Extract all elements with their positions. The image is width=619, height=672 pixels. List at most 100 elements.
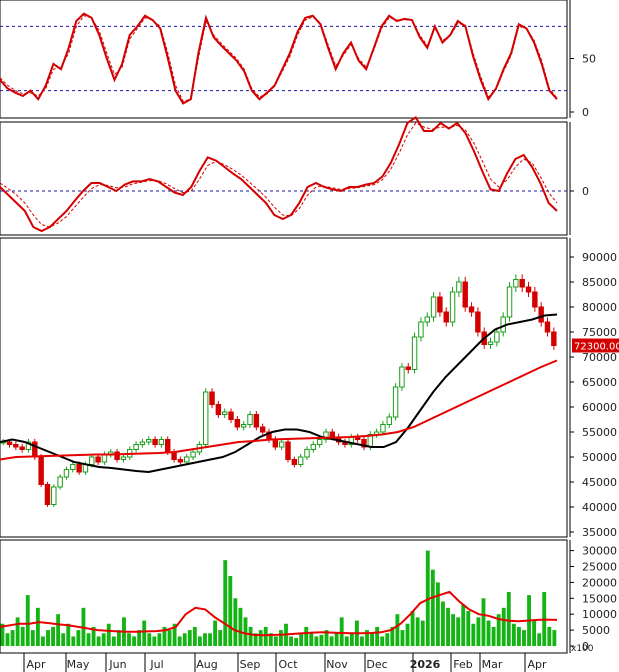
last-price-label: 72300.00 <box>574 342 619 353</box>
month-label: Aug <box>196 658 217 671</box>
volume-tick-label: 20000 <box>582 576 617 589</box>
volume-bar <box>66 623 71 646</box>
volume-bar <box>349 633 354 646</box>
price-tick-label: 85000 <box>582 276 617 289</box>
volume-bar <box>279 630 283 646</box>
volume-bar <box>76 630 81 646</box>
price-panel <box>0 237 568 538</box>
volume-bar <box>177 636 182 646</box>
stochastic-line <box>0 15 558 102</box>
month-label: Apr <box>527 658 547 671</box>
candle-body <box>32 441 38 458</box>
candle-body <box>443 311 449 323</box>
volume-bar <box>162 626 167 646</box>
price-tick-label: 90000 <box>582 251 617 264</box>
volume-bar <box>127 633 131 646</box>
candle-body <box>19 446 25 450</box>
month-label: Jun <box>108 658 126 671</box>
month-label: Oct <box>278 658 298 671</box>
month-label: Sep <box>240 658 261 671</box>
volume-bar <box>319 634 324 646</box>
candle-body <box>405 366 411 370</box>
candle-body <box>215 404 222 415</box>
volume-bar <box>192 626 197 646</box>
macd-indicator <box>0 115 567 233</box>
volume-bar <box>243 617 248 646</box>
volume-bar <box>547 626 552 646</box>
candle-body <box>456 281 462 293</box>
volume-bar <box>360 636 364 646</box>
candle-body <box>82 464 89 473</box>
candle-body <box>89 456 95 465</box>
month-label: 2026 <box>410 658 441 671</box>
volume-bar <box>203 633 207 646</box>
volume-bar <box>172 623 177 646</box>
price-candlesticks <box>0 274 558 507</box>
volume-bar <box>537 633 542 646</box>
stochastic-panel <box>0 0 568 119</box>
volume-bar <box>101 633 106 646</box>
candle-body <box>70 464 76 470</box>
volume-bar <box>182 633 187 646</box>
volume-tick-label: 0 <box>582 640 589 653</box>
candle-body <box>411 336 418 370</box>
volume-bar <box>430 569 435 646</box>
ma50-line <box>0 313 558 474</box>
candle-body <box>234 419 241 428</box>
candle-body <box>544 321 551 333</box>
volume-tick-label: 25000 <box>582 561 617 574</box>
volume-bar <box>415 617 420 646</box>
volume-bar <box>380 636 385 646</box>
volume-bar <box>370 633 375 646</box>
volume-bar <box>268 633 273 646</box>
volume-bar <box>152 636 157 646</box>
volume-bar <box>111 636 116 646</box>
volume-bar <box>400 630 405 646</box>
candle-body <box>525 286 532 293</box>
volume-tick-label: 10000 <box>582 608 617 621</box>
volume-bar <box>552 630 557 646</box>
stochastic-tick-label: 50 <box>582 53 596 66</box>
candle-body <box>513 279 519 288</box>
candle-body <box>146 439 152 443</box>
price-tick-label: 40000 <box>582 501 617 514</box>
candle-body <box>57 476 63 488</box>
volume-bar <box>466 611 471 646</box>
volume-bar <box>41 636 45 646</box>
volume-bar <box>51 626 55 646</box>
volume-tick-label: 30000 <box>582 545 617 558</box>
volume-bar <box>5 633 10 646</box>
price-tick-label: 45000 <box>582 476 617 489</box>
volume-bar <box>142 620 147 646</box>
candle-body <box>152 439 158 445</box>
candle-body <box>392 386 399 418</box>
month-label: Mar <box>482 658 503 671</box>
volume-bar <box>218 630 223 646</box>
volume-bar <box>486 620 491 646</box>
month-label: May <box>67 658 90 671</box>
volume-bar <box>187 630 192 646</box>
price-tick-label: 70000 <box>582 351 617 364</box>
candle-body <box>240 424 247 428</box>
volume-bar <box>273 636 278 646</box>
volume-bar <box>420 620 425 646</box>
candle-body <box>323 431 329 440</box>
candle-body <box>285 441 291 460</box>
candle-body <box>139 441 146 445</box>
volume-bar <box>435 582 440 646</box>
volume-bar <box>385 633 390 646</box>
candle-body <box>462 281 468 308</box>
candle-body <box>272 439 279 448</box>
volume-bar <box>10 630 15 646</box>
volume-bar <box>167 630 172 646</box>
volume-bar <box>410 611 415 646</box>
volume-bar <box>197 636 202 646</box>
candle-body <box>519 279 525 288</box>
candle-body <box>487 341 494 345</box>
candle-body <box>101 454 108 463</box>
candle-body <box>247 414 253 425</box>
volume-tick-label: 5000 <box>582 624 610 637</box>
candle-body <box>120 456 127 460</box>
volume-bar <box>395 614 400 646</box>
